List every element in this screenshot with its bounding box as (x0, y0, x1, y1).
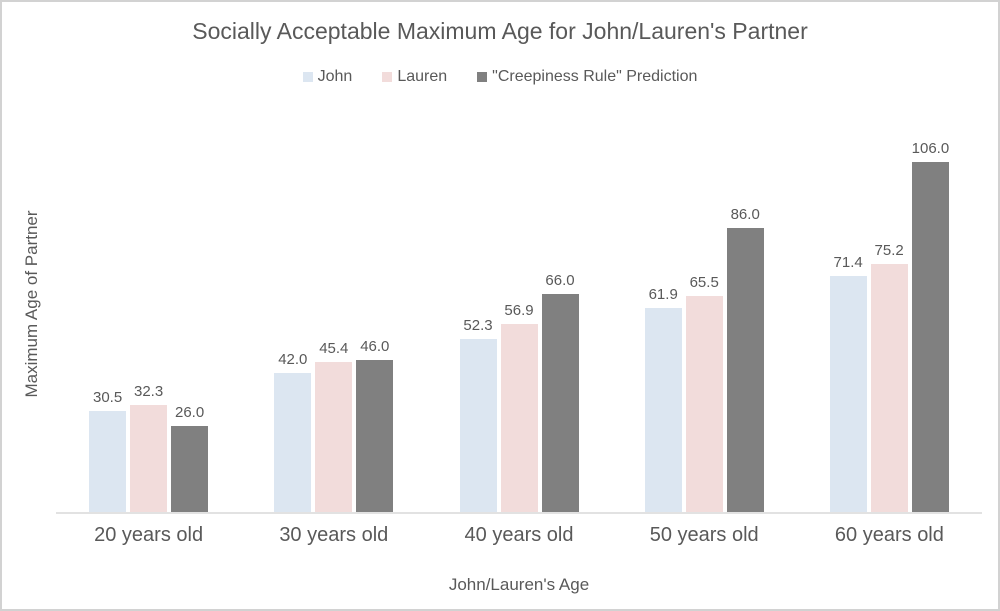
bar-with-label: 106.0 (911, 140, 950, 512)
bar-group: 61.9 65.5 86.0 (612, 116, 797, 512)
bar-with-label: 52.3 (459, 317, 497, 512)
data-label: 106.0 (911, 140, 950, 157)
bar-with-label: 86.0 (726, 206, 764, 512)
bar-with-label: 75.2 (870, 242, 908, 512)
bar (315, 362, 353, 512)
bar (911, 162, 949, 512)
data-label: 56.9 (504, 302, 534, 319)
bar (171, 426, 209, 512)
bar (274, 373, 312, 512)
bar-with-label: 71.4 (829, 254, 867, 512)
bar (130, 405, 168, 512)
bar (829, 276, 867, 512)
data-label: 32.3 (133, 383, 164, 400)
bar (644, 308, 682, 512)
bar-with-label: 61.9 (644, 286, 682, 512)
data-label: 71.4 (833, 254, 863, 271)
bar-with-label: 30.5 (89, 389, 127, 512)
y-axis-title: Maximum Age of Partner (22, 210, 41, 398)
x-axis-category-label: 60 years old (834, 524, 944, 546)
bar-with-label: 45.4 (315, 340, 353, 512)
bar (726, 228, 764, 512)
data-label: 65.5 (689, 274, 719, 291)
legend-item-john: John (302, 68, 353, 86)
bar (685, 296, 723, 512)
plot-area: 30.5 32.3 26.0 42.0 45.4 46.0 52.3 56.9 66.0 61.9… (56, 116, 982, 514)
data-label: 26.0 (174, 404, 205, 421)
x-axis-category-label: 20 years old (94, 524, 204, 546)
legend-label-john: John (317, 68, 353, 85)
data-label: 30.5 (92, 389, 123, 406)
legend-item-lauren: Lauren (382, 68, 447, 86)
bar (500, 324, 538, 512)
x-axis-category-label: 30 years old (279, 524, 389, 546)
data-label: 86.0 (730, 206, 760, 223)
bar-group: 42.0 45.4 46.0 (241, 116, 426, 512)
bar (870, 264, 908, 512)
data-label: 52.3 (463, 317, 493, 334)
data-label: 61.9 (648, 286, 678, 303)
data-label: 42.0 (278, 351, 308, 368)
bar (356, 360, 394, 512)
data-label: 75.2 (874, 242, 904, 259)
bar-group: 30.5 32.3 26.0 (56, 116, 241, 512)
bar (459, 339, 497, 512)
legend-item-creepiness-rule: "Creepiness Rule" Prediction (477, 68, 697, 86)
x-axis-category-label: 50 years old (649, 524, 759, 546)
legend-swatch-john-icon (302, 72, 313, 82)
bar-with-label: 32.3 (130, 383, 168, 512)
data-label: 45.4 (319, 340, 349, 357)
legend: John Lauren "Creepiness Rule" Prediction (2, 68, 998, 86)
x-axis-labels: 20 years old 30 years old 40 years old 50 y… (56, 524, 982, 547)
bar-group: 71.4 75.2 106.0 (797, 116, 982, 512)
data-label: 46.0 (360, 338, 390, 355)
legend-label-creepiness-rule: "Creepiness Rule" Prediction (492, 68, 698, 85)
legend-swatch-lauren-icon (382, 72, 393, 82)
bar-with-label: 46.0 (356, 338, 394, 512)
data-label: 66.0 (545, 272, 575, 289)
bar-with-label: 65.5 (685, 274, 723, 512)
bar-with-label: 26.0 (171, 404, 209, 512)
x-axis-category-label: 40 years old (464, 524, 574, 546)
bar (541, 294, 579, 512)
bar-with-label: 66.0 (541, 272, 579, 512)
chart-title: Socially Acceptable Maximum Age for John… (192, 18, 808, 44)
bar-with-label: 56.9 (500, 302, 538, 512)
bar-with-label: 42.0 (274, 351, 312, 512)
bar (89, 411, 127, 512)
x-axis-title: John/Lauren's Age (448, 575, 590, 594)
bar-group: 52.3 56.9 66.0 (426, 116, 611, 512)
legend-swatch-creepiness-rule-icon (477, 72, 488, 82)
legend-label-lauren: Lauren (397, 68, 448, 85)
